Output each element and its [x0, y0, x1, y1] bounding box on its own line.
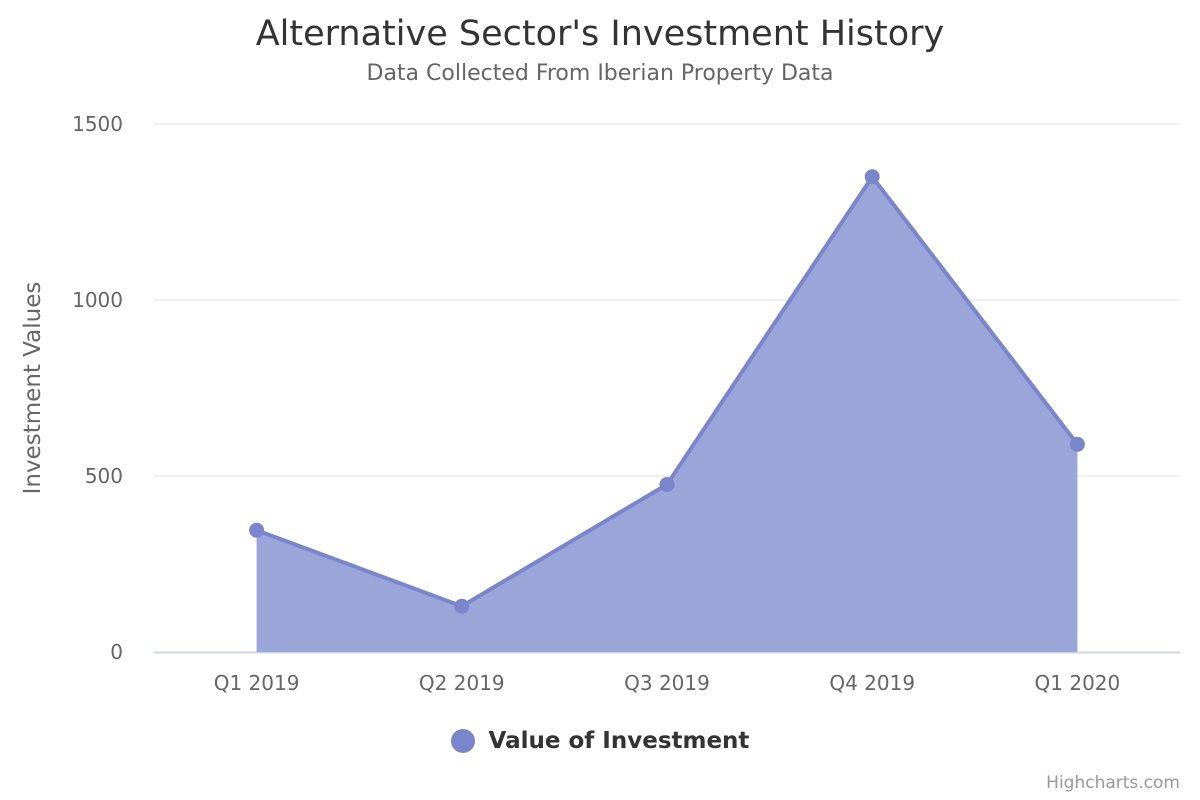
y-tick-label: 1500: [72, 112, 123, 136]
chart-subtitle: Data Collected From Iberian Property Dat…: [366, 61, 834, 86]
data-point-marker[interactable]: [249, 522, 265, 538]
data-point-marker[interactable]: [1069, 436, 1085, 452]
y-tick-label: 500: [85, 464, 123, 488]
x-tick-label: Q1 2020: [1035, 671, 1121, 695]
series-value-of-investment[interactable]: [249, 169, 1085, 653]
legend-marker-icon: [450, 729, 475, 753]
legend-item-value-of-investment[interactable]: Value of Investment: [0, 728, 1200, 754]
y-tick-label: 0: [110, 640, 123, 664]
data-point-marker[interactable]: [864, 169, 880, 185]
x-tick-label: Q3 2019: [624, 671, 710, 695]
x-axis-ticks: Q1 2019 Q2 2019 Q3 2019 Q4 2019 Q1 2020: [214, 671, 1121, 695]
chart-title: Alternative Sector's Investment History: [255, 14, 945, 54]
data-point-marker[interactable]: [659, 476, 675, 492]
x-tick-label: Q4 2019: [829, 671, 915, 695]
legend-label: Value of Investment: [488, 728, 750, 754]
y-axis-ticks: 0 500 1000 1500: [72, 112, 123, 664]
x-tick-label: Q2 2019: [419, 671, 505, 695]
y-axis-title: Investment Values: [20, 282, 46, 495]
credits-link[interactable]: Highcharts.com: [1046, 773, 1180, 793]
data-point-marker[interactable]: [454, 598, 470, 614]
x-tick-label: Q1 2019: [214, 671, 300, 695]
y-tick-label: 1000: [72, 288, 123, 312]
area-fill: [256, 176, 1078, 653]
